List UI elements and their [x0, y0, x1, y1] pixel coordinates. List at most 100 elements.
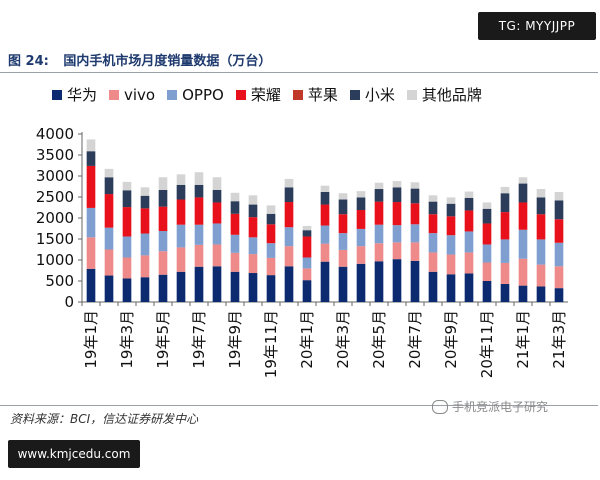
- bar-segment: [158, 177, 168, 190]
- bar-segment: [212, 266, 222, 302]
- x-tick-label: 20年7月: [406, 310, 424, 369]
- legend-label: OPPO: [182, 85, 224, 104]
- bar-segment: [194, 266, 204, 302]
- bar-segment: [302, 225, 312, 231]
- bar-segment: [356, 228, 366, 247]
- bar-segment: [122, 190, 132, 208]
- bar-segment: [464, 231, 474, 253]
- bar-segment: [446, 254, 456, 275]
- bar-segment: [176, 247, 186, 272]
- bar-segment: [338, 233, 348, 250]
- bar-segment: [428, 214, 438, 234]
- bar-segment: [266, 275, 276, 302]
- bar-segment: [230, 234, 240, 253]
- bar-segment: [464, 252, 474, 274]
- bar-segment: [392, 259, 402, 302]
- bar-segment: [374, 261, 384, 302]
- bar-segment: [302, 268, 312, 281]
- bar-segment: [122, 257, 132, 279]
- bar-segment: [194, 244, 204, 267]
- bar-segment: [230, 271, 240, 302]
- bottom-divider: [0, 405, 598, 406]
- bar-segment: [518, 202, 528, 230]
- bar-segment: [104, 227, 114, 250]
- bar-segment: [248, 273, 258, 302]
- bar-segment: [482, 202, 492, 209]
- legend-swatch: [349, 89, 360, 100]
- legend-swatch: [52, 89, 62, 100]
- bar-segment: [428, 271, 438, 302]
- title-divider: [0, 72, 598, 73]
- legend-item: 苹果: [292, 84, 338, 105]
- site-badge: www.kmjcedu.com: [8, 440, 140, 468]
- bar-segment: [320, 185, 330, 192]
- bar-segment: [518, 285, 528, 302]
- figure-title-text: 国内手机市场月度销量数据（万台）: [63, 54, 272, 69]
- y-tick-label: 4000: [36, 125, 74, 143]
- bar-segment: [500, 186, 510, 194]
- bar-segment: [284, 246, 294, 267]
- bar-segment: [104, 177, 114, 195]
- bar-segment: [428, 233, 438, 253]
- legend-swatch: [235, 89, 246, 100]
- watermark-text: 手机竞派电子研究: [452, 400, 549, 414]
- legend-item: OPPO: [167, 86, 224, 104]
- bar-segment: [176, 199, 186, 225]
- bar-segment: [86, 139, 96, 152]
- bar-segment: [554, 288, 564, 302]
- bar-segment: [338, 266, 348, 302]
- bar-segment: [554, 191, 564, 201]
- bar-segment: [518, 183, 528, 203]
- bar-segment: [320, 191, 330, 205]
- bar-segment: [212, 223, 222, 245]
- bar-segment: [482, 262, 492, 281]
- bar-segment: [284, 202, 294, 228]
- bar-segment: [86, 151, 96, 166]
- bar-segment: [500, 239, 510, 263]
- bar-segment: [302, 230, 312, 237]
- bar-segment: [248, 195, 258, 205]
- bar-segment: [392, 181, 402, 188]
- bar-segment: [536, 239, 546, 265]
- bar-segment: [284, 266, 294, 302]
- stacked-bar-chart: 0 500 1000 1500 2000 2500 3000 3500 4000 19年1月 19年…: [36, 125, 568, 378]
- bar-segment: [158, 251, 168, 275]
- bar-segment: [482, 244, 492, 263]
- bar-segment: [410, 242, 420, 261]
- bar-segment: [446, 274, 456, 302]
- x-tick-label: 20年3月: [334, 310, 352, 369]
- bar-segment: [536, 264, 546, 287]
- bar-segment: [446, 235, 456, 255]
- legend-label: 华为: [67, 86, 98, 104]
- x-tick-label: 19年3月: [118, 310, 136, 369]
- bar-segment: [212, 202, 222, 224]
- bar-segment: [464, 197, 474, 211]
- bar-segment: [158, 231, 168, 252]
- x-tick-label: 19年11月: [262, 310, 280, 378]
- bar-segment: [554, 219, 564, 243]
- bar-segment: [464, 210, 474, 232]
- bar-segment: [392, 202, 402, 226]
- figure-title: 图 24: 国内手机市场月度销量数据（万台）: [8, 50, 271, 69]
- bar-segment: [248, 204, 258, 218]
- x-tick-label: 20年11月: [478, 310, 496, 378]
- bar-segment: [518, 258, 528, 286]
- bar-segment: [554, 266, 564, 289]
- y-tick-label: 1000: [36, 251, 74, 269]
- bar-segment: [122, 181, 132, 191]
- bar-segment: [158, 274, 168, 302]
- bar-segment: [356, 263, 366, 302]
- bar-segment: [392, 187, 402, 203]
- bar-segment: [320, 261, 330, 302]
- figure-number: 图 24:: [8, 54, 49, 69]
- x-tick-label: 19年9月: [226, 310, 244, 369]
- bar-segment: [356, 210, 366, 229]
- bar-segment: [338, 199, 348, 215]
- y-tick-label: 1500: [36, 230, 74, 248]
- source-note: 资料来源：BCI，信达证券研发中心: [10, 412, 199, 426]
- bar-segment: [410, 260, 420, 302]
- bar-segment: [338, 249, 348, 267]
- legend-label: vivo: [124, 85, 156, 104]
- x-tick-label: 20年1月: [298, 310, 316, 369]
- bar-segment: [446, 216, 456, 236]
